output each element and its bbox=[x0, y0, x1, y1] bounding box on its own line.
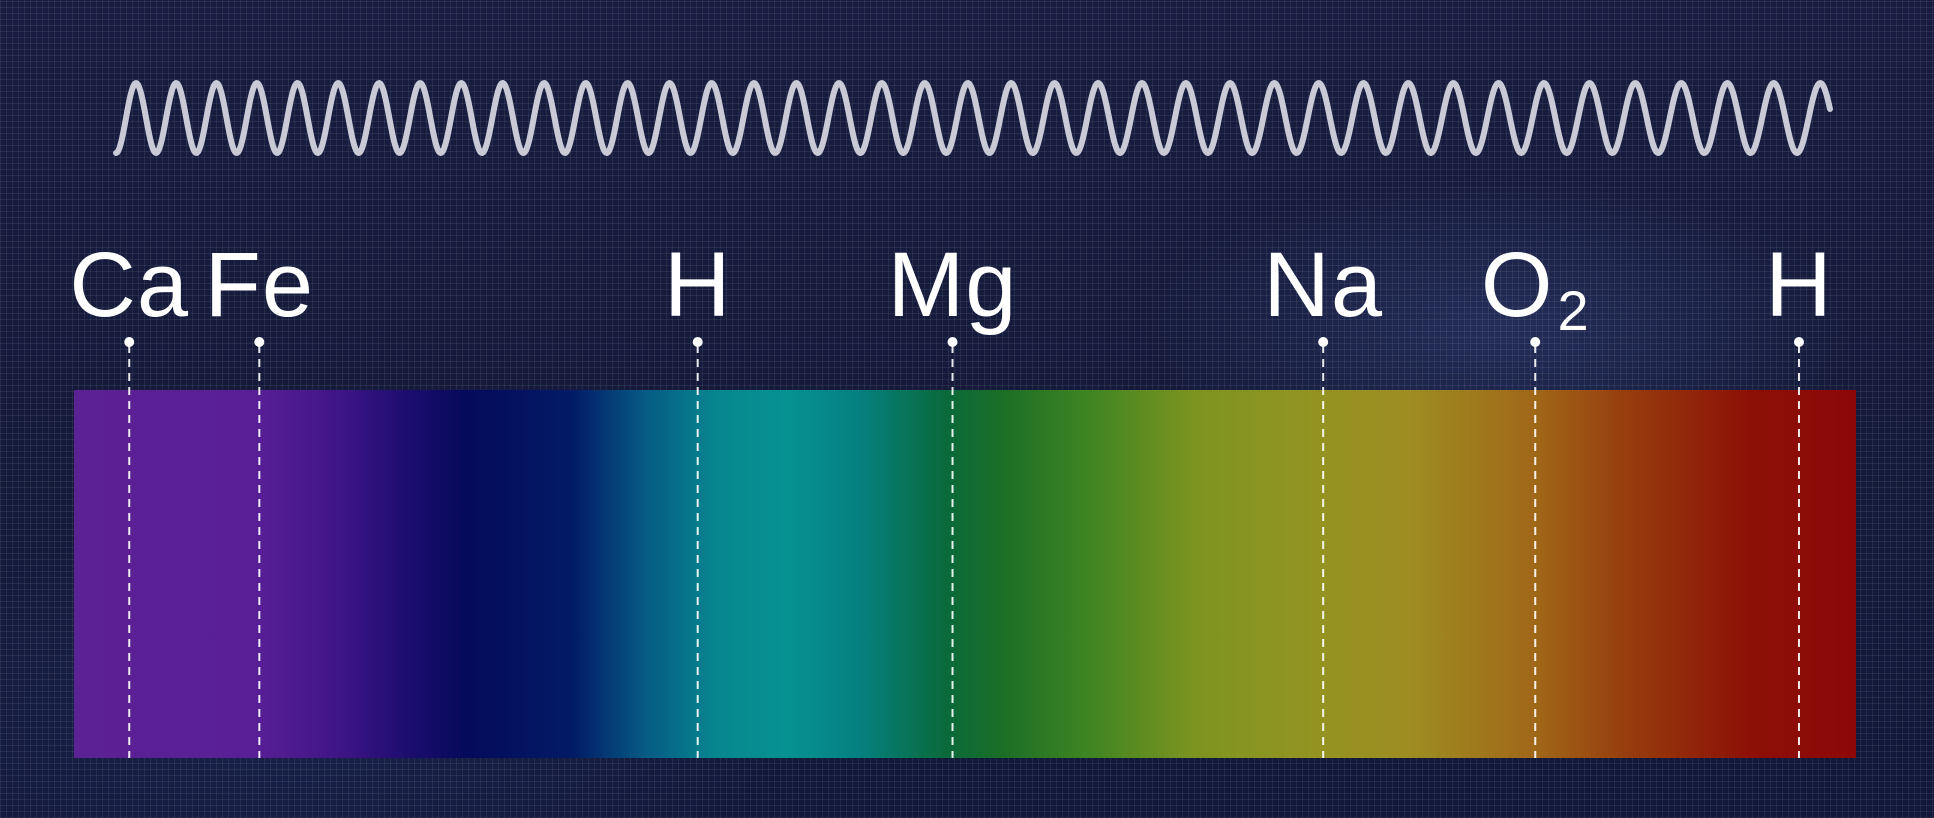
wavelength-wave bbox=[113, 80, 1833, 156]
marker-ca: Ca bbox=[69, 234, 189, 758]
marker-fe: Fe bbox=[205, 234, 314, 758]
marker-dot bbox=[1318, 337, 1329, 347]
element-subscript: 2 bbox=[1557, 279, 1589, 342]
element-label: Mg bbox=[888, 234, 1018, 336]
marker-dot bbox=[1793, 337, 1804, 347]
marker-mg: Mg bbox=[888, 234, 1018, 758]
element-symbol: H bbox=[664, 234, 731, 336]
element-label: Na bbox=[1263, 234, 1383, 336]
element-label: O2 bbox=[1481, 234, 1590, 342]
element-label: Ca bbox=[69, 234, 189, 336]
element-symbol: Ca bbox=[69, 234, 189, 336]
element-symbol: Na bbox=[1263, 234, 1383, 336]
marker-dot bbox=[124, 337, 135, 347]
marker-h: H bbox=[664, 234, 731, 758]
element-symbol: O bbox=[1481, 234, 1554, 336]
absorption-line-markers: Ca Fe H Mg Na O2 H bbox=[69, 234, 1832, 758]
element-label: Fe bbox=[205, 234, 314, 336]
marker-o2: O2 bbox=[1481, 234, 1590, 758]
marker-na: Na bbox=[1263, 234, 1383, 758]
marker-dot bbox=[947, 337, 958, 347]
marker-h: H bbox=[1765, 234, 1832, 758]
marker-dot bbox=[692, 337, 703, 347]
element-symbol: Mg bbox=[888, 234, 1018, 336]
element-symbol: H bbox=[1765, 234, 1832, 336]
element-label: H bbox=[1765, 234, 1832, 336]
visible-spectrum-bar bbox=[74, 390, 1856, 758]
element-label: H bbox=[664, 234, 731, 336]
marker-dot bbox=[1530, 337, 1541, 347]
marker-dot bbox=[254, 337, 265, 347]
element-symbol: Fe bbox=[205, 234, 314, 336]
